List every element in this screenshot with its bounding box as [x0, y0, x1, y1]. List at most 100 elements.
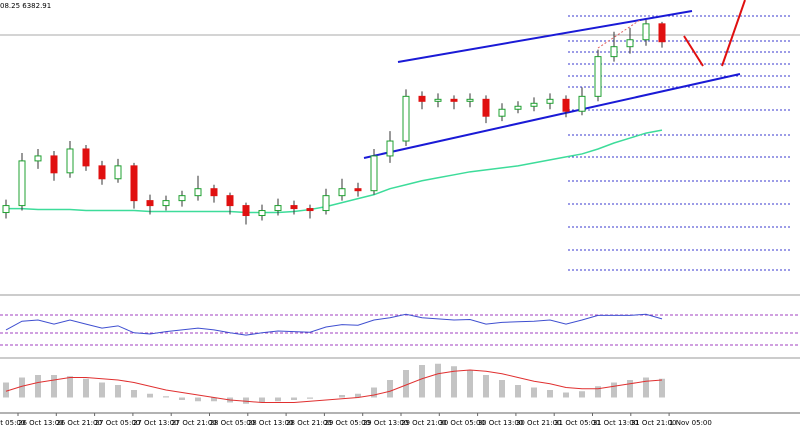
candle: [130, 165, 138, 202]
candle: [18, 160, 26, 207]
candle: [626, 39, 634, 48]
macd-bar: [83, 378, 89, 398]
macd-bar: [531, 387, 537, 398]
macd-bar: [35, 375, 41, 398]
candle: [98, 165, 106, 180]
macd-bar: [51, 375, 57, 398]
macd-bar: [595, 386, 601, 398]
candle: [82, 148, 90, 167]
macd-bar: [499, 380, 505, 398]
macd-bar: [291, 397, 297, 400]
macd-bar: [563, 392, 569, 398]
candle: [2, 205, 10, 214]
time-label: 27 Oct 13:00: [133, 419, 179, 427]
time-label: 29 Oct 21:00: [401, 419, 447, 427]
candle: [450, 98, 458, 102]
time-label: 26 Oct 05:00: [0, 419, 25, 427]
macd-bar: [483, 375, 489, 398]
time-label: 1 Nov 05:00: [669, 419, 712, 427]
candle: [482, 98, 490, 117]
candle: [658, 23, 666, 43]
channel-upper: [397, 10, 693, 63]
candle: [466, 98, 474, 102]
candle: [290, 205, 298, 210]
candle: [226, 195, 234, 207]
macd-bar: [67, 376, 73, 398]
candle: [162, 200, 170, 207]
macd-bar: [611, 382, 617, 398]
candle: [610, 46, 618, 58]
candle: [114, 165, 122, 180]
candle: [146, 200, 154, 207]
layout: [0, 0, 800, 414]
channel-lower: [363, 73, 741, 159]
candle: [194, 188, 202, 197]
time-label: 27 Oct 05:00: [95, 419, 141, 427]
candle: [306, 208, 314, 212]
moving-average: [6, 129, 663, 214]
macd-bar: [179, 397, 185, 400]
candle: [338, 188, 346, 197]
candle: [258, 210, 266, 217]
macd-bar: [419, 365, 425, 398]
signal-line: [5, 369, 663, 403]
macd-bar: [211, 397, 217, 402]
time-label: 26 Oct 13:00: [18, 419, 64, 427]
time-label: 30 Oct 05:00: [439, 419, 485, 427]
macd-bar: [547, 390, 553, 398]
macd-bar: [355, 393, 361, 398]
time-label: 28 Oct 05:00: [210, 419, 256, 427]
macd-bar: [243, 397, 249, 404]
time-label: 29 Oct 05:00: [324, 419, 370, 427]
candle: [178, 195, 186, 202]
macd-bar: [387, 380, 393, 398]
candle: [530, 102, 538, 107]
candle: [402, 95, 410, 142]
trend-dots: [597, 19, 641, 49]
candle: [578, 95, 586, 112]
macd-bar: [3, 382, 9, 398]
candle: [66, 148, 74, 174]
macd-bar: [515, 385, 521, 398]
time-label: 29 Oct 13:00: [363, 419, 409, 427]
time-label: 27 Oct 21:00: [171, 419, 217, 427]
macd-bar: [435, 363, 441, 398]
levels: [568, 15, 790, 271]
macd-bar: [115, 385, 121, 398]
time-label: 30 Oct 13:00: [478, 419, 524, 427]
time-label: 28 Oct 21:00: [286, 419, 332, 427]
candle: [354, 188, 362, 192]
macd-bar: [195, 397, 201, 402]
macd-bar: [627, 380, 633, 398]
macd-bar: [467, 370, 473, 398]
macd-bar: [163, 396, 169, 398]
time-label: 31 Oct 13:00: [593, 419, 639, 427]
candle: [370, 155, 378, 192]
time-label: 30 Oct 21:00: [516, 419, 562, 427]
macd-bar: [131, 390, 137, 398]
macd-bar: [643, 377, 649, 398]
arrow: [721, 0, 746, 67]
candle: [434, 98, 442, 102]
candle: [274, 205, 282, 212]
macd-bar: [659, 378, 665, 398]
time-label: 26 Oct 21:00: [56, 419, 102, 427]
candle: [546, 98, 554, 104]
macd-bar: [147, 393, 153, 398]
candle: [210, 188, 218, 197]
candle: [562, 98, 570, 112]
candle: [418, 95, 426, 102]
candle: [322, 195, 330, 212]
candle: [594, 56, 602, 97]
macd-bar: [371, 387, 377, 398]
candle: [514, 105, 522, 110]
time-label: 31 Oct 21:00: [631, 419, 677, 427]
candle: [498, 108, 506, 117]
macd-bar: [275, 397, 281, 402]
time-label: 28 Oct 13:00: [248, 419, 294, 427]
macd-bar: [19, 377, 25, 398]
candle: [34, 155, 42, 162]
candle: [50, 155, 58, 174]
candle: [386, 140, 394, 157]
